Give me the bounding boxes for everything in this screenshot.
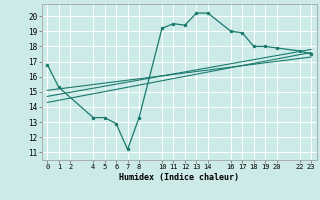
X-axis label: Humidex (Indice chaleur): Humidex (Indice chaleur) [119,173,239,182]
